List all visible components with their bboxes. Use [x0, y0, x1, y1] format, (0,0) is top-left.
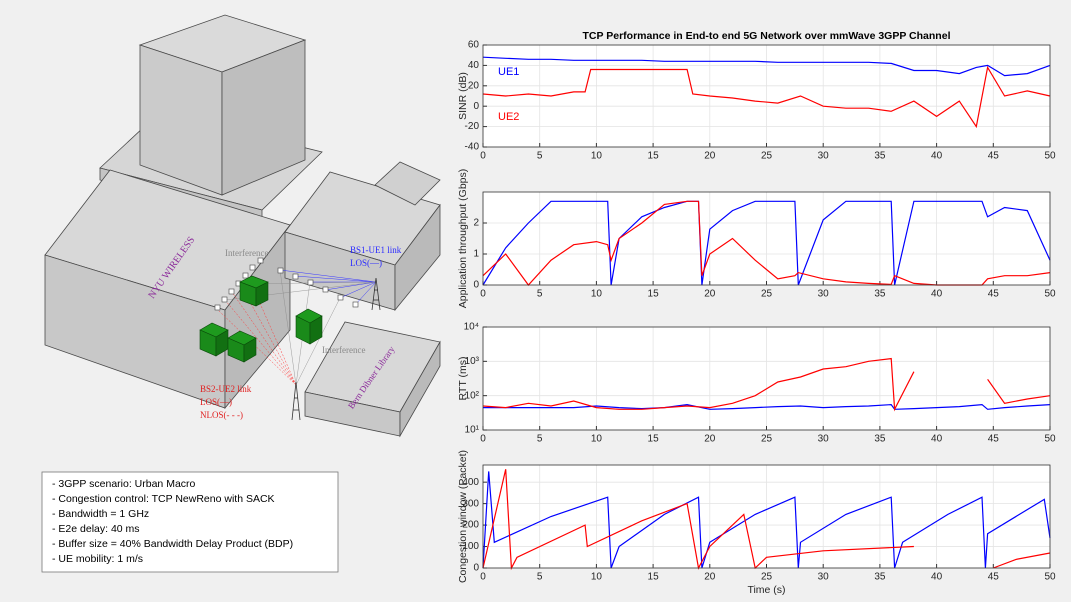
series-label: UE1 [498, 66, 519, 78]
x-tick-label: 25 [761, 151, 773, 162]
x-tick-label: 5 [537, 434, 543, 445]
x-tick-label: 30 [818, 434, 830, 445]
scene: NYU WIRELESS Bern Dibner Library Interfe… [45, 15, 440, 436]
y-tick-label: 10⁴ [464, 322, 479, 333]
figure: NYU WIRELESS Bern Dibner Library Interfe… [0, 0, 1071, 602]
x-tick-label: 15 [648, 434, 660, 445]
chart-title: TCP Performance in End-to end 5G Network… [583, 30, 951, 42]
x-tick-label: 40 [931, 289, 943, 300]
x-tick-label: 45 [988, 434, 1000, 445]
x-tick-label: 20 [704, 572, 716, 583]
y-tick-label: 2 [473, 218, 479, 229]
y-tick-label: 60 [468, 40, 480, 51]
x-tick-label: 35 [874, 289, 886, 300]
y-tick-label: 0 [473, 563, 479, 574]
note-line: - E2e delay: 40 ms [52, 523, 140, 535]
bs2-link-label: NLOS(- - -) [200, 410, 243, 420]
x-tick-label: 0 [480, 572, 486, 583]
bs2-link-label: BS2-UE2 link [200, 384, 252, 394]
interference-label: Interference [225, 248, 268, 258]
x-tick-label: 25 [761, 434, 773, 445]
x-tick-label: 30 [818, 572, 830, 583]
x-tick-label: 50 [1044, 434, 1056, 445]
series-label: UE2 [498, 111, 519, 123]
x-tick-label: 35 [874, 572, 886, 583]
x-tick-label: 30 [818, 151, 830, 162]
x-tick-label: 20 [704, 151, 716, 162]
x-tick-label: 40 [931, 572, 943, 583]
y-tick-label: 0 [473, 101, 479, 112]
y-tick-label: -40 [465, 142, 480, 153]
note-line: - 3GPP scenario: Urban Macro [52, 478, 196, 490]
x-tick-label: 20 [704, 289, 716, 300]
y-axis-label: RTT (ms) [457, 357, 469, 401]
interference-label: Interference [322, 345, 365, 355]
note-line: - Buffer size = 40% Bandwidth Delay Prod… [52, 538, 293, 550]
y-axis-label: Application throughput (Gbps) [457, 169, 469, 309]
x-tick-label: 35 [874, 434, 886, 445]
x-tick-label: 10 [591, 572, 603, 583]
x-tick-label: 30 [818, 289, 830, 300]
x-axis-label: Time (s) [747, 584, 785, 596]
x-tick-label: 0 [480, 151, 486, 162]
x-tick-label: 5 [537, 151, 543, 162]
x-tick-label: 0 [480, 434, 486, 445]
x-tick-label: 10 [591, 289, 603, 300]
note-line: - Congestion control: TCP NewReno with S… [52, 493, 275, 505]
x-tick-label: 45 [988, 151, 1000, 162]
x-tick-label: 40 [931, 151, 943, 162]
y-tick-label: 1 [473, 249, 479, 260]
x-tick-label: 0 [480, 289, 486, 300]
x-tick-label: 35 [874, 151, 886, 162]
x-tick-label: 50 [1044, 572, 1056, 583]
x-tick-label: 25 [761, 289, 773, 300]
note-line: - Bandwidth = 1 GHz [52, 508, 149, 520]
x-tick-label: 40 [931, 434, 943, 445]
bs2-link-label: LOS(—) [200, 397, 232, 407]
x-tick-label: 45 [988, 289, 1000, 300]
y-axis-label: Congestion window (Packet) [457, 450, 469, 583]
y-tick-label: 20 [468, 80, 480, 91]
bs1-link-label: BS1-UE1 link [350, 245, 402, 255]
y-tick-label: 10¹ [465, 425, 480, 436]
x-tick-label: 20 [704, 434, 716, 445]
x-tick-label: 15 [648, 151, 660, 162]
x-tick-label: 25 [761, 572, 773, 583]
note-line: - UE mobility: 1 m/s [52, 553, 143, 565]
bs1-link-label: LOS(—) [350, 258, 382, 268]
x-tick-label: 15 [648, 289, 660, 300]
x-tick-label: 10 [591, 434, 603, 445]
x-tick-label: 50 [1044, 289, 1056, 300]
x-tick-label: 15 [648, 572, 660, 583]
x-tick-label: 5 [537, 572, 543, 583]
x-tick-label: 45 [988, 572, 1000, 583]
y-tick-label: -20 [465, 121, 480, 132]
x-tick-label: 50 [1044, 151, 1056, 162]
y-tick-label: 0 [473, 280, 479, 291]
x-tick-label: 5 [537, 289, 543, 300]
x-tick-label: 10 [591, 151, 603, 162]
y-axis-label: SINR (dB) [457, 72, 469, 120]
y-tick-label: 40 [468, 60, 480, 71]
